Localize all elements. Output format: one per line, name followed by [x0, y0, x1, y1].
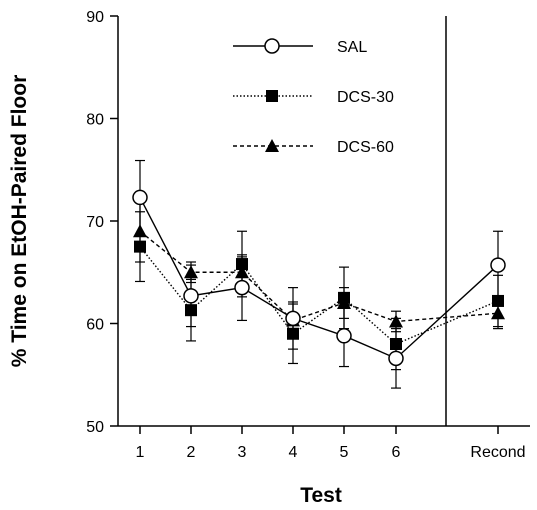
legend: SAL DCS-30 DCS-60 — [233, 38, 394, 156]
legend-label: SAL — [337, 39, 367, 56]
data-point — [132, 189, 148, 206]
data-point — [490, 257, 506, 273]
x-axis-title: Test — [300, 484, 342, 507]
y-tick-label: 50 — [86, 419, 104, 436]
x-ticks: 1 2 3 4 5 6 Recond — [136, 426, 526, 461]
y-tick-label: 90 — [86, 9, 104, 26]
data-point — [336, 328, 352, 344]
y-tick-label: 60 — [86, 317, 104, 334]
x-tick-label: 2 — [187, 444, 196, 461]
legend-marker — [266, 90, 278, 102]
y-tick-label: 70 — [86, 214, 104, 231]
x-tick-label: 3 — [238, 444, 247, 461]
legend-label: DCS-60 — [337, 139, 394, 156]
series-layer — [132, 159, 506, 389]
x-tick-label: 6 — [392, 444, 401, 461]
plot-frame — [117, 16, 530, 427]
y-tick-label: 80 — [86, 112, 104, 129]
x-tick-label: 4 — [289, 444, 298, 461]
series-sal — [132, 159, 506, 389]
data-point — [388, 350, 404, 367]
legend-label: DCS-30 — [337, 89, 394, 106]
data-point — [183, 288, 199, 304]
legend-marker — [265, 139, 279, 152]
x-tick-label: 5 — [340, 444, 349, 461]
y-axis-title: % Time on EtOH-Paired Floor — [8, 75, 31, 367]
x-tick-label: 1 — [136, 444, 145, 461]
data-point — [234, 279, 250, 296]
legend-marker — [264, 38, 280, 54]
data-point — [492, 294, 504, 307]
data-point — [338, 291, 350, 304]
data-point — [134, 240, 146, 253]
y-ticks: 50 60 70 80 90 — [86, 9, 118, 436]
x-tick-label: Recond — [470, 444, 525, 461]
data-point — [285, 310, 301, 327]
series-dcs-60 — [133, 199, 505, 340]
